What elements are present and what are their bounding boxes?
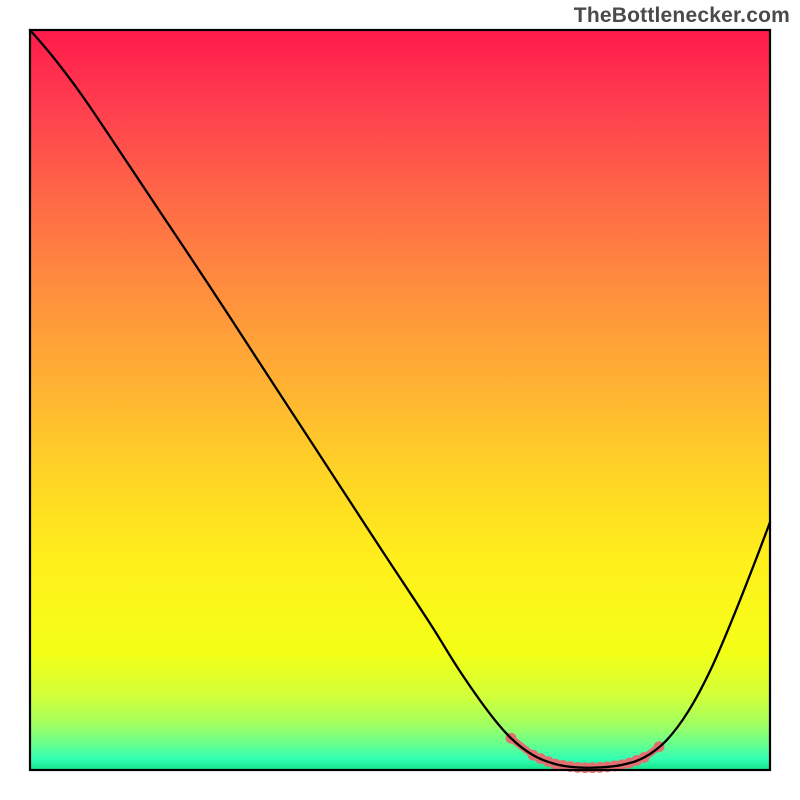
chart-container: TheBottlenecker.com bbox=[0, 0, 800, 800]
watermark-text: TheBottlenecker.com bbox=[574, 4, 790, 28]
chart-background-gradient bbox=[30, 30, 770, 770]
bottleneck-curve-chart bbox=[0, 0, 800, 800]
